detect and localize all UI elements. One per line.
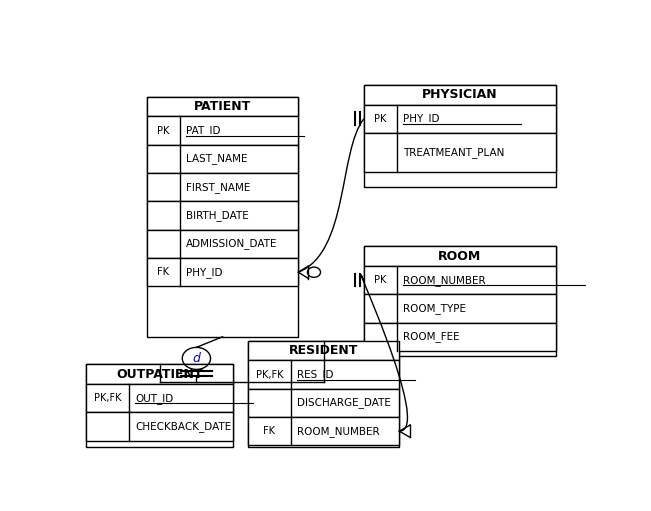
Text: PK: PK <box>374 275 387 285</box>
Text: TREATMEANT_PLAN: TREATMEANT_PLAN <box>403 147 504 158</box>
Bar <box>248 389 399 417</box>
Text: OUTPATIENT: OUTPATIENT <box>117 367 203 381</box>
Text: d: d <box>193 352 201 365</box>
Text: FK: FK <box>158 267 169 277</box>
Bar <box>147 117 298 145</box>
Text: PHY_ID: PHY_ID <box>186 267 222 277</box>
Bar <box>147 145 298 173</box>
Bar <box>147 173 298 201</box>
Text: PK,FK: PK,FK <box>256 369 283 380</box>
Text: RES_ID: RES_ID <box>297 369 333 380</box>
Text: DISCHARGE_DATE: DISCHARGE_DATE <box>297 398 391 408</box>
Bar <box>147 230 298 258</box>
Bar <box>87 384 232 412</box>
Text: ROOM_FEE: ROOM_FEE <box>403 331 460 342</box>
Text: PHY_ID: PHY_ID <box>403 113 439 124</box>
Bar <box>364 85 556 187</box>
Text: RESIDENT: RESIDENT <box>289 344 358 357</box>
Text: ROOM_TYPE: ROOM_TYPE <box>403 303 465 314</box>
Text: PATIENT: PATIENT <box>194 100 251 113</box>
Bar <box>364 85 556 105</box>
Bar <box>364 105 556 133</box>
Bar <box>364 294 556 322</box>
Bar <box>87 364 232 384</box>
Text: CHECKBACK_DATE: CHECKBACK_DATE <box>135 421 232 432</box>
Bar <box>248 341 399 360</box>
Text: FIRST_NAME: FIRST_NAME <box>186 182 250 193</box>
Bar <box>87 412 232 440</box>
Text: PAT_ID: PAT_ID <box>186 125 220 136</box>
Text: ADMISSION_DATE: ADMISSION_DATE <box>186 239 277 249</box>
Text: ROOM: ROOM <box>438 249 481 263</box>
Bar <box>147 97 298 337</box>
Text: ROOM_NUMBER: ROOM_NUMBER <box>403 274 486 286</box>
Text: OUT_ID: OUT_ID <box>135 392 174 404</box>
Text: LAST_NAME: LAST_NAME <box>186 153 247 165</box>
Bar <box>248 360 399 389</box>
Bar <box>364 246 556 357</box>
Bar <box>248 417 399 446</box>
Text: FK: FK <box>263 426 275 436</box>
Text: PK: PK <box>374 114 387 124</box>
Bar <box>248 341 399 447</box>
Bar <box>364 266 556 294</box>
Text: PHYSICIAN: PHYSICIAN <box>422 88 497 101</box>
Text: PK: PK <box>157 126 169 135</box>
Text: BIRTH_DATE: BIRTH_DATE <box>186 210 249 221</box>
Bar <box>364 246 556 266</box>
Bar <box>147 97 298 117</box>
Bar <box>364 322 556 351</box>
Text: PK,FK: PK,FK <box>94 393 122 403</box>
Bar <box>87 364 232 447</box>
Bar <box>147 201 298 230</box>
Text: ROOM_NUMBER: ROOM_NUMBER <box>297 426 380 436</box>
Bar <box>364 133 556 172</box>
Bar <box>147 258 298 286</box>
